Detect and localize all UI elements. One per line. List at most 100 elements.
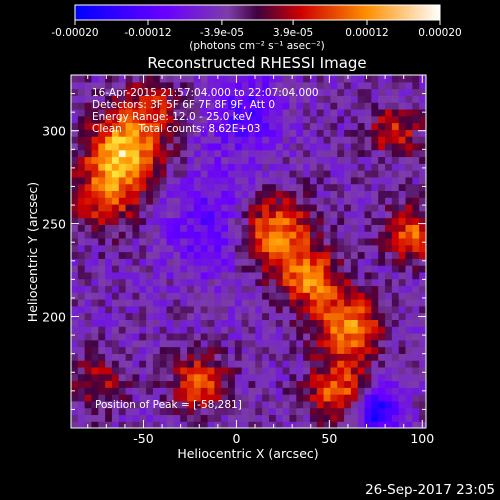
heatmap-cell <box>330 129 337 136</box>
heatmap-cell <box>419 401 426 408</box>
heatmap-cell <box>337 326 344 333</box>
heatmap-cell <box>283 340 290 347</box>
heatmap-cell <box>385 353 392 360</box>
heatmap-cell <box>344 408 351 415</box>
heatmap-cell <box>126 367 133 374</box>
heatmap-cell <box>344 313 351 320</box>
heatmap-cell <box>399 211 406 218</box>
heatmap-cell <box>126 333 133 340</box>
heatmap-cell <box>167 156 174 163</box>
heatmap-cell <box>132 326 139 333</box>
heatmap-cell <box>105 204 112 211</box>
heatmap-cell <box>289 197 296 204</box>
heatmap-cell <box>126 347 133 354</box>
heatmap-cell <box>392 414 399 421</box>
heatmap-cell <box>378 177 385 184</box>
heatmap-cell <box>180 143 187 150</box>
heatmap-cell <box>412 380 419 387</box>
heatmap-cell <box>330 394 337 401</box>
heatmap-cell <box>112 143 119 150</box>
heatmap-cell <box>317 394 324 401</box>
heatmap-cell <box>310 177 317 184</box>
heatmap-cell <box>337 252 344 259</box>
heatmap-cell <box>365 218 372 225</box>
heatmap-cell <box>310 211 317 218</box>
heatmap-cell <box>303 333 310 340</box>
heatmap-cell <box>71 306 78 313</box>
heatmap-cell <box>221 204 228 211</box>
heatmap-cell <box>242 143 249 150</box>
heatmap-cell <box>283 163 290 170</box>
heatmap-cell <box>85 394 92 401</box>
heatmap-cell <box>139 204 146 211</box>
heatmap-cell <box>139 374 146 381</box>
heatmap-cell <box>160 245 167 252</box>
heatmap-cell <box>296 252 303 259</box>
heatmap-cell <box>153 204 160 211</box>
heatmap-cell <box>91 150 98 157</box>
heatmap-cell <box>187 224 194 231</box>
heatmap-cell <box>330 360 337 367</box>
heatmap-cell <box>208 313 215 320</box>
heatmap-cell <box>330 197 337 204</box>
heatmap-cell <box>324 89 331 96</box>
heatmap-cell <box>344 143 351 150</box>
heatmap-cell <box>385 245 392 252</box>
heatmap-cell <box>283 218 290 225</box>
heatmap-cell <box>71 319 78 326</box>
energy-range-annotation: Energy Range: 12.0 - 25.0 keV <box>92 111 253 123</box>
heatmap-cell <box>303 272 310 279</box>
heatmap-cell <box>303 218 310 225</box>
heatmap-cell <box>187 218 194 225</box>
heatmap-cell <box>187 231 194 238</box>
heatmap-cell <box>71 163 78 170</box>
heatmap-cell <box>337 401 344 408</box>
heatmap-cell <box>98 190 105 197</box>
heatmap-cell <box>167 374 174 381</box>
heatmap-cell <box>214 313 221 320</box>
heatmap-cell <box>330 143 337 150</box>
heatmap-cell <box>371 75 378 82</box>
heatmap-cell <box>296 136 303 143</box>
heatmap-cell <box>262 177 269 184</box>
heatmap-cell <box>378 224 385 231</box>
heatmap-cell <box>351 184 358 191</box>
heatmap-cell <box>310 190 317 197</box>
heatmap-cell <box>160 319 167 326</box>
heatmap-cell <box>289 265 296 272</box>
heatmap-cell <box>303 123 310 130</box>
heatmap-cell <box>412 292 419 299</box>
heatmap-cell <box>132 218 139 225</box>
heatmap-cell <box>317 204 324 211</box>
heatmap-cell <box>289 252 296 259</box>
heatmap-cell <box>105 279 112 286</box>
heatmap-cell <box>167 75 174 82</box>
heatmap-cell <box>160 265 167 272</box>
heatmap-cell <box>160 326 167 333</box>
heatmap-cell <box>221 414 228 421</box>
heatmap-cell <box>399 204 406 211</box>
heatmap-cell <box>255 231 262 238</box>
heatmap-cell <box>378 190 385 197</box>
heatmap-cell <box>112 231 119 238</box>
heatmap-cell <box>337 319 344 326</box>
heatmap-cell <box>173 279 180 286</box>
heatmap-cell <box>283 224 290 231</box>
heatmap-cell <box>310 299 317 306</box>
heatmap-cell <box>126 238 133 245</box>
heatmap-cell <box>419 177 426 184</box>
heatmap-cell <box>119 163 126 170</box>
heatmap-cell <box>289 285 296 292</box>
heatmap-cell <box>153 177 160 184</box>
heatmap-cell <box>78 89 85 96</box>
heatmap-cell <box>365 150 372 157</box>
heatmap-cell <box>344 340 351 347</box>
heatmap-cell <box>208 333 215 340</box>
heatmap-cell <box>167 258 174 265</box>
heatmap-cell <box>249 143 256 150</box>
heatmap-cell <box>358 306 365 313</box>
heatmap-cell <box>71 272 78 279</box>
heatmap-cell <box>412 414 419 421</box>
heatmap-cell <box>126 380 133 387</box>
heatmap-cell <box>249 299 256 306</box>
